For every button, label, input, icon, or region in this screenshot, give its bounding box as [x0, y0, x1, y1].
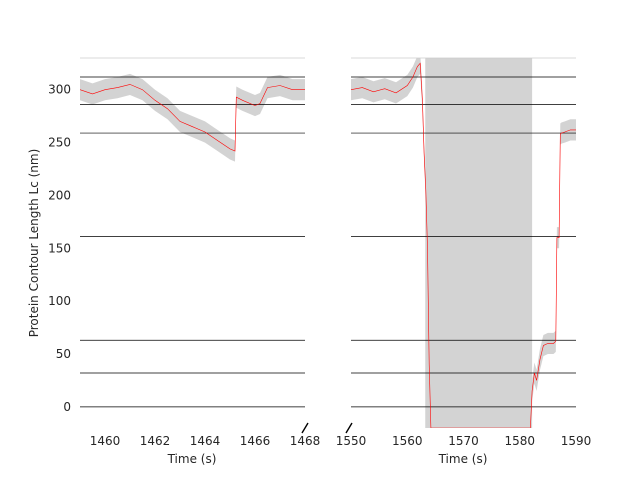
contour-length-trace: [80, 84, 305, 152]
uncertainty-band: [80, 73, 305, 162]
x-tick-label: 1464: [190, 434, 221, 448]
x-tick-label: 1560: [392, 434, 423, 448]
left-panel: 1460 1462 1464 1466 1468: [80, 57, 321, 448]
x-tick-label: 1462: [140, 434, 171, 448]
y-tick-label: 0: [63, 400, 71, 414]
y-tick-label: 300: [48, 83, 71, 97]
x-tick-label: 1460: [90, 434, 121, 448]
y-tick-label: 100: [48, 294, 71, 308]
x-tick-label: 1580: [504, 434, 535, 448]
x-tick-label: 1590: [561, 434, 592, 448]
x-tick-label: 1550: [336, 434, 367, 448]
y-tick-label: 150: [48, 241, 71, 255]
x-tick-label: 1468: [290, 434, 321, 448]
uncertainty-band: [351, 58, 576, 428]
plot-area: [351, 58, 576, 428]
x-axis: 1460 1462 1464 1466 1468: [90, 434, 321, 448]
contour-length-trace: [351, 62, 576, 428]
x-axis-label-right: Time (s): [438, 452, 488, 466]
plot-area: [80, 73, 305, 408]
y-tick-label: 200: [48, 188, 71, 202]
x-tick-label: 1466: [240, 434, 271, 448]
y-axis: 0 50 100 150 200 250 300: [48, 83, 71, 414]
uncertainty-band-saturated: [425, 58, 533, 428]
x-axis-label-left: Time (s): [167, 452, 217, 466]
y-axis-label: Protein Contour Length Lc (nm): [27, 149, 41, 338]
y-tick-label: 50: [56, 347, 71, 361]
axis-break-mark-left: [301, 422, 309, 434]
x-axis: 1550 1560 1570 1580 1590: [336, 434, 592, 448]
x-tick-label: 1570: [448, 434, 479, 448]
axis-break-mark-right: [345, 422, 353, 434]
right-panel: 1550 1560 1570 1580 1590: [336, 57, 592, 448]
y-tick-label: 250: [48, 136, 71, 150]
